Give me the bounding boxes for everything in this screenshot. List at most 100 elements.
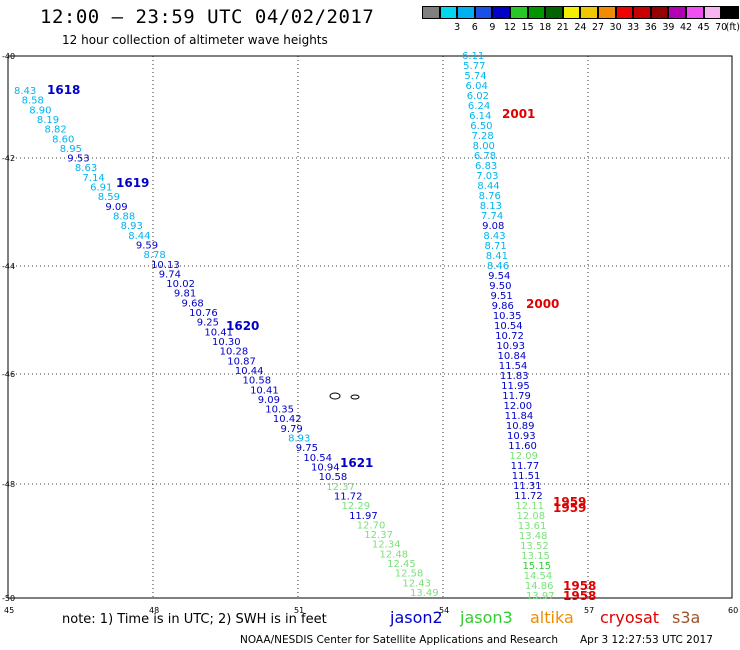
- lat-label: -48: [2, 480, 15, 489]
- swh-value: 11.84: [505, 411, 534, 422]
- swh-value: 10.72: [495, 331, 524, 342]
- legend-item-s3a: s3a: [672, 608, 701, 627]
- swh-value: 8.00: [473, 141, 495, 152]
- swh-value: 9.75: [296, 443, 318, 454]
- swh-value: 6.50: [470, 121, 492, 132]
- swh-value: 9.68: [182, 298, 204, 309]
- scale-tick-label: 33: [627, 22, 640, 33]
- swh-value: 11.72: [514, 491, 543, 502]
- swh-value: 8.46: [487, 261, 509, 272]
- lon-label: 45: [4, 606, 14, 615]
- swh-value: 8.93: [288, 434, 310, 445]
- swh-value: 13.49: [410, 588, 439, 599]
- color-scale: [422, 6, 739, 19]
- swh-value: 9.50: [489, 281, 511, 292]
- swh-value: 8.59: [98, 192, 120, 203]
- swh-value: 6.14: [469, 111, 491, 122]
- swh-value: 10.35: [493, 311, 522, 322]
- scale-tick-label: 9: [489, 22, 496, 33]
- swh-value: 11.60: [508, 441, 537, 452]
- island-outlines: [329, 392, 360, 400]
- swh-value: 7.03: [476, 171, 498, 182]
- swh-value: 10.42: [273, 414, 302, 425]
- pass-time: 1621: [340, 456, 373, 470]
- scale-swatch: [703, 6, 722, 19]
- swh-value: 10.35: [265, 405, 294, 416]
- legend-item-altika: altika: [530, 608, 574, 627]
- lat-label: -44: [2, 262, 15, 271]
- swh-value: 9.53: [67, 154, 89, 165]
- footer-credit: NOAA/NESDIS Center for Satellite Applica…: [240, 634, 558, 646]
- swh-value: 9.74: [159, 269, 181, 280]
- pass-time: 1618: [47, 83, 80, 97]
- swh-value: 12.37: [326, 482, 355, 493]
- swh-value: 12.29: [341, 501, 370, 512]
- swh-value: 6.02: [467, 91, 489, 102]
- lon-label: 54: [439, 606, 449, 615]
- track-labels: 8.438.588.908.198.828.608.959.538.637.14…: [14, 51, 555, 602]
- scale-tick-label: 3: [454, 22, 461, 33]
- scale-tick-label: 36: [644, 22, 657, 33]
- pass-time: 1620: [226, 319, 259, 333]
- swh-value: 9.51: [490, 291, 512, 302]
- scale-swatch: [685, 6, 704, 19]
- map-frame: [7, 55, 733, 599]
- scale-tick-label: 24: [574, 22, 587, 33]
- scale-swatch: [633, 6, 651, 19]
- swh-value: 11.31: [513, 481, 542, 492]
- scale-swatch: [457, 6, 475, 19]
- swh-value: 11.77: [511, 461, 540, 472]
- swh-value: 10.44: [235, 366, 264, 377]
- swh-value: 12.48: [380, 549, 409, 560]
- swh-value: 7.14: [83, 173, 105, 184]
- map-subtitle: 12 hour collection of altimeter wave hei…: [62, 33, 328, 47]
- color-scale-labels: 3 6 9 12 15 18 21 24 27 30 33 36 39 42 45 70 (ft): [422, 22, 740, 34]
- pass-time: 1959: [553, 501, 586, 515]
- swh-value: 10.84: [498, 351, 527, 362]
- scale-tick-label: 21: [556, 22, 569, 33]
- swh-value: 8.90: [29, 105, 51, 116]
- lat-label: -50: [2, 594, 15, 603]
- swh-value: 9.79: [281, 424, 303, 435]
- pass-time: 1958: [563, 589, 596, 603]
- axis-labels: -40 -42 -44 -46 -48 -50 45 48 51 54 57 60: [2, 52, 738, 615]
- scale-swatch: [527, 6, 546, 19]
- scale-tick-label: 30: [609, 22, 622, 33]
- swh-value: 9.09: [105, 202, 127, 213]
- lon-label: 48: [149, 606, 159, 615]
- swh-value: 12.00: [503, 401, 532, 412]
- swh-value: 9.09: [258, 395, 280, 406]
- swh-value: 8.60: [52, 134, 74, 145]
- lat-label: -46: [2, 370, 15, 379]
- swh-value: 8.43: [483, 231, 505, 242]
- scale-tick-label: 27: [591, 22, 605, 33]
- swh-value: 9.25: [197, 318, 219, 329]
- swh-value: 8.95: [60, 144, 82, 155]
- scale-swatch: [650, 6, 669, 19]
- swh-value: 10.76: [189, 308, 218, 319]
- scale-tick-label: 18: [539, 22, 552, 33]
- swh-value: 10.94: [311, 463, 340, 474]
- swh-value: 8.71: [485, 241, 507, 252]
- swh-value: 11.72: [334, 491, 363, 502]
- swh-value: 9.08: [482, 221, 504, 232]
- legend-item-jason3: jason3: [460, 608, 513, 627]
- swh-value: 8.82: [44, 125, 66, 136]
- scale-tick-label: 15: [521, 22, 534, 33]
- swh-value: 8.63: [75, 163, 97, 174]
- legend-item-cryosat: cryosat: [600, 608, 660, 627]
- swh-value: 11.79: [502, 391, 531, 402]
- swh-value: 11.97: [349, 511, 378, 522]
- scale-swatch: [509, 6, 528, 19]
- island-outline: [350, 394, 360, 400]
- swh-value: 10.58: [242, 376, 271, 387]
- swh-value: 12.45: [387, 559, 416, 570]
- swh-value: 11.95: [501, 381, 530, 392]
- lon-label: 60: [728, 606, 738, 615]
- swh-value: 8.19: [37, 115, 59, 126]
- swh-value: 10.54: [494, 321, 523, 332]
- swh-value: 8.88: [113, 212, 135, 223]
- swh-value: 15.15: [522, 561, 551, 572]
- lat-label: -40: [2, 52, 15, 61]
